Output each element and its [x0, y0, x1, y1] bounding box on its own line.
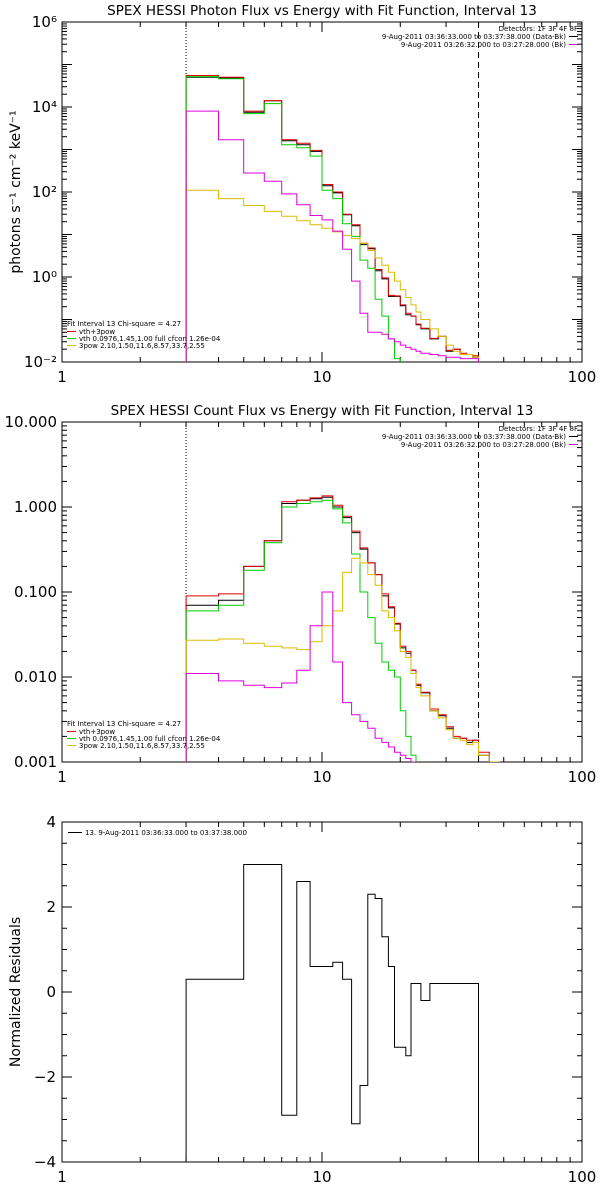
y-tick-label: −2	[34, 1068, 56, 1086]
y-tick-label: 10.000	[5, 413, 58, 431]
series-line	[185, 495, 500, 762]
legend-top-entry: 9-Aug-2011 03:36:33.000 to 03:37:38.000 …	[382, 33, 566, 41]
x-tick-label: 1	[57, 1168, 67, 1186]
series-line	[185, 557, 500, 762]
legend-entry: 13. 9-Aug-2011 03:36:33.000 to 03:37:38.…	[85, 829, 247, 837]
y-tick-label: 4	[46, 813, 56, 831]
x-axis-ticks: 1 10 100	[57, 22, 596, 386]
series-group	[185, 75, 479, 362]
y-tick-label: −4	[34, 1153, 56, 1171]
legend-top-entry: 9-Aug-2011 03:26:32.000 to 03:27:28.000 …	[401, 41, 566, 49]
y-tick-label: 0.010	[14, 668, 57, 686]
count-flux-panel: SPEX HESSI Count Flux vs Energy with Fit…	[5, 403, 597, 786]
y-axis-ticks: −4 −2 0 2 4	[34, 813, 582, 1171]
x-tick-label: 100	[568, 368, 597, 386]
x-tick-label: 10	[312, 768, 331, 786]
y-tick-label: 2	[46, 898, 56, 916]
legend-bottom-entry: 3pow 2.10,1.50,11.6,8.57,33.7,2.55	[79, 342, 205, 350]
photon-flux-title: SPEX HESSI Photon Flux vs Energy with Fi…	[107, 3, 537, 19]
y-tick-label: 0	[46, 983, 56, 1001]
x-axis-ticks: 1 10 100	[57, 422, 596, 786]
legend-top-entry: 9-Aug-2011 03:36:33.000 to 03:37:38.000 …	[382, 433, 566, 441]
series-line	[185, 110, 479, 362]
x-tick-label: 1	[57, 768, 67, 786]
y-axis-ticks: 0.001 0.010 0.100 1.000 10.000	[5, 413, 582, 771]
legend-bottom-entry: vth 0.0976,1.45,1.00 full cfcon 1.26e-04	[79, 335, 221, 343]
series-line	[185, 189, 479, 362]
y-tick-label: 1.000	[14, 498, 57, 516]
plot-frame	[61, 21, 583, 363]
x-tick-label: 100	[568, 1168, 597, 1186]
plot-frame	[61, 821, 583, 1163]
series-group	[185, 864, 479, 1162]
series-group	[185, 495, 500, 762]
legend-bottom-entry: vth 0.0976,1.45,1.00 full cfcon 1.26e-04	[79, 735, 221, 743]
y-tick-label: 0.001	[14, 753, 57, 771]
x-tick-label: 1	[57, 368, 67, 386]
residuals-y-axis-label: Normalized Residuals	[8, 917, 24, 1067]
x-tick-label: 10	[312, 368, 331, 386]
count-flux-title: SPEX HESSI Count Flux vs Energy with Fit…	[111, 403, 534, 419]
series-line	[185, 864, 479, 1162]
series-line	[185, 499, 417, 762]
legend-bottom-entry: vth+3pow	[79, 728, 115, 736]
legend-bottom-entry: vth+3pow	[79, 328, 115, 336]
y-tick-label: 10⁴	[32, 98, 57, 116]
x-tick-label: 10	[312, 1168, 331, 1186]
legend-bottom-entry: 3pow 2.10,1.50,11.6,8.57,33.7,2.55	[79, 742, 205, 750]
y-tick-label: 0.100	[14, 583, 57, 601]
x-axis-ticks: 1 10 100	[57, 822, 596, 1186]
y-tick-label: 10²	[32, 183, 57, 201]
photon-flux-detectors-label: Detectors: 1F 3F 4F 8F	[499, 25, 578, 33]
count-flux-fit-label: Fit Interval 13 Chi-square = 4.27	[67, 720, 181, 728]
y-axis-ticks: 10⁻² 10⁰ 10² 10⁴ 10⁶	[24, 13, 582, 371]
y-tick-label: 10⁰	[32, 268, 57, 286]
y-tick-label: 10⁶	[32, 13, 57, 31]
y-tick-label: 10⁻²	[24, 353, 57, 371]
photon-flux-panel: SPEX HESSI Photon Flux vs Energy with Fi…	[8, 3, 596, 386]
legend-top-entry: 9-Aug-2011 03:26:32.000 to 03:27:28.000 …	[401, 441, 566, 449]
photon-flux-y-axis-label: photons s⁻¹ cm⁻² keV⁻¹	[8, 110, 24, 273]
x-tick-label: 100	[568, 768, 597, 786]
residuals-panel: Normalized Residuals 1 10 100 −4 −2 0 2 4 13. 9-…	[8, 813, 596, 1186]
count-flux-detectors-label: Detectors: 1F 3F 4F 8F	[499, 425, 578, 433]
photon-flux-fit-label: Fit Interval 13 Chi-square = 4.27	[67, 320, 181, 328]
series-line	[185, 591, 417, 762]
series-line	[185, 76, 401, 362]
series-line	[185, 75, 479, 362]
